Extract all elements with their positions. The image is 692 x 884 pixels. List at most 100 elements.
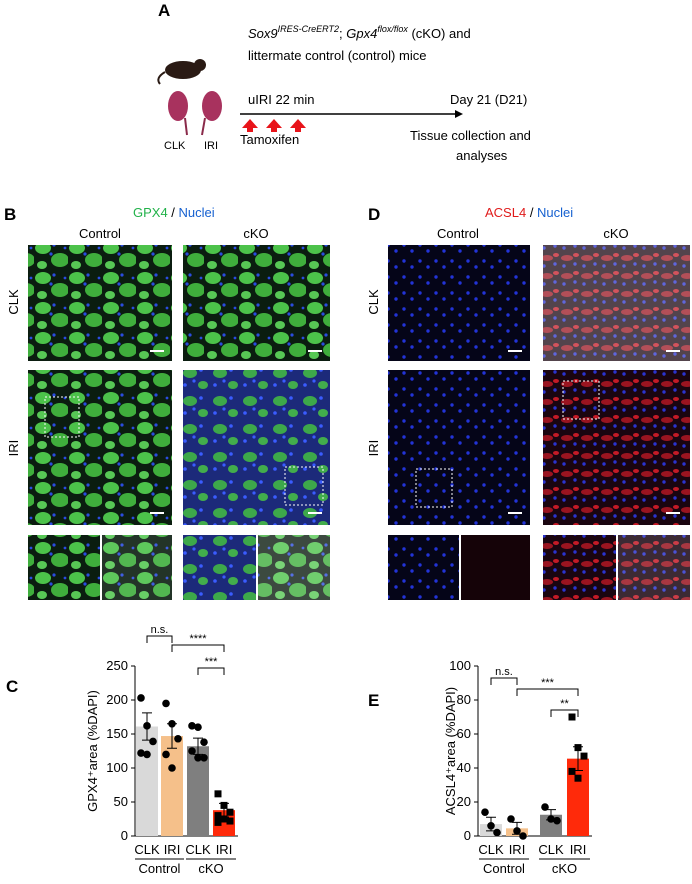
micrograph [28,245,330,600]
timeline-label: Day 21 (D21) [450,92,527,107]
panel-letter: E [368,691,379,710]
y-tick-label: 100 [449,658,471,673]
data-point [580,752,588,760]
column-label: Control [79,226,121,241]
data-point [574,774,582,782]
y-axis-label: GPX4⁺area (%DAPI) [85,690,100,812]
timeline-arrow [455,110,463,118]
panel-letter: A [158,1,170,20]
data-point [513,827,521,835]
data-point [214,812,222,820]
timeline-label: analyses [456,148,508,163]
group-label: cKO [552,861,577,876]
data-point [168,764,176,772]
x-tick-label: IRI [509,842,526,857]
data-point [568,767,576,775]
kidney-icons [168,91,222,136]
data-point [519,832,527,840]
panel-letter: C [6,677,18,696]
significance-label: *** [541,677,555,689]
y-tick-label: 0 [464,828,471,843]
data-point [493,828,501,837]
y-tick-label: 40 [457,760,471,775]
kidney-label: IRI [204,140,218,152]
data-point [568,713,576,721]
x-tick-label: IRI [570,842,587,857]
data-point [162,750,170,759]
y-tick-label: 60 [457,726,471,741]
data-point [143,722,151,730]
bar [187,746,209,836]
x-tick-label: CLK [538,842,564,857]
significance-bracket [490,677,518,685]
data-point [220,801,228,809]
stain-title: ACSL4 / Nuclei [485,205,573,220]
data-point [137,749,145,757]
significance-label: n.s. [151,624,169,636]
column-label: cKO [603,226,628,241]
y-axis-label: ACSL4⁺area (%DAPI) [443,687,458,815]
bar [567,758,589,836]
data-point [174,734,182,743]
data-point [137,694,145,702]
y-tick-label: 250 [106,658,128,673]
data-point [200,738,208,746]
genotype: Sox9IRES-CreERT2; Gpx4flox/flox (cKO) an… [248,24,471,41]
data-point [226,808,234,816]
row-label: CLK [366,289,381,315]
y-tick-label: 0 [121,828,128,843]
group-label: Control [483,861,525,876]
data-point [188,722,196,730]
mouse-icon [157,59,206,85]
data-point [143,750,151,759]
x-tick-label: CLK [478,842,504,857]
tamoxifen-arrows [242,119,306,132]
x-tick-label: IRI [164,842,181,857]
data-point [487,822,495,830]
significance-bracket [197,667,225,675]
genotype-line2: littermate control (control) mice [248,48,426,63]
group-label: cKO [198,861,223,876]
timeline-label: uIRI 22 min [248,92,314,107]
y-tick-label: 50 [114,794,128,809]
significance-label: *** [205,656,219,668]
significance-label: **** [189,633,207,645]
data-point [214,818,222,826]
bar [161,736,183,836]
data-point [200,754,208,762]
timeline-label: Tamoxifen [240,132,299,147]
y-tick-label: 20 [457,794,471,809]
x-tick-label: CLK [185,842,211,857]
panel-letter: B [4,205,16,224]
data-point [547,815,555,823]
data-point [168,720,176,728]
row-label: IRI [366,440,381,457]
row-label: CLK [6,289,21,315]
y-tick-label: 80 [457,692,471,707]
significance-bracket [171,644,225,652]
data-point [481,808,489,816]
x-tick-label: IRI [216,842,233,857]
column-label: Control [437,226,479,241]
data-point [149,737,157,746]
significance-label: ** [560,698,569,710]
y-tick-label: 200 [106,692,128,707]
y-tick-label: 150 [106,726,128,741]
data-point [574,744,582,752]
row-label: IRI [6,440,21,457]
stain-title: GPX4 / Nuclei [133,205,215,220]
group-label: Control [139,861,181,876]
data-point [162,699,170,708]
data-point [220,815,228,823]
panel-letter: D [368,205,380,224]
x-tick-label: CLK [134,842,160,857]
data-point [188,747,196,755]
micrograph [388,245,690,600]
significance-bracket [516,688,579,696]
y-tick-label: 100 [106,760,128,775]
column-label: cKO [243,226,268,241]
data-point [194,754,202,762]
significance-label: n.s. [495,666,513,678]
data-point [541,803,549,811]
